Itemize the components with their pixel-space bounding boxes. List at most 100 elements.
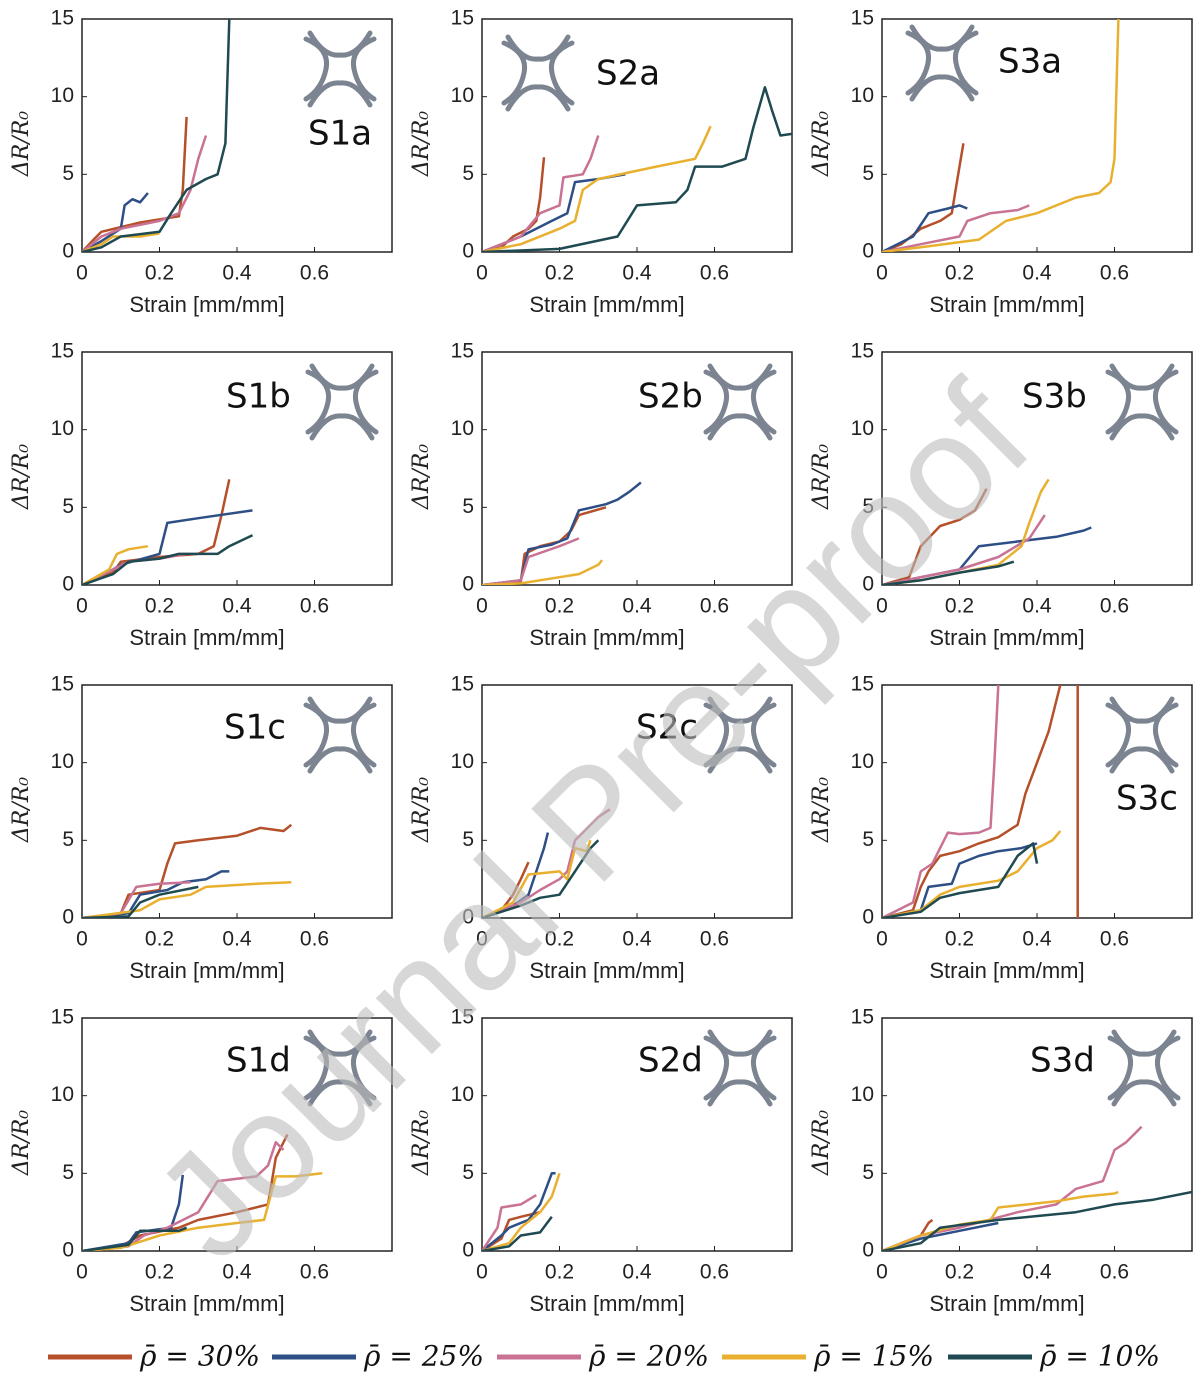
series-line — [82, 192, 149, 252]
x-tick-label: 0 — [76, 595, 88, 618]
y-tick-label: 0 — [62, 573, 74, 596]
y-tick-label: 10 — [851, 750, 874, 773]
series-line — [882, 1125, 1143, 1251]
unit-cell-icon — [303, 1029, 377, 1107]
y-tick-label: 10 — [851, 84, 874, 107]
y-axis-label: ΔR/R₀ — [9, 1110, 34, 1176]
series-line — [882, 830, 1062, 918]
x-axis-label: Strain [mm/mm] — [129, 958, 284, 983]
lines — [482, 1172, 561, 1251]
lines — [482, 808, 611, 918]
strut — [309, 413, 375, 441]
strut — [909, 24, 975, 52]
x-tick-label: 0 — [76, 1261, 88, 1284]
panel: 0 0.2 0.4 0.6 0 5 10 15 Strain [mm/mm] ΔR/R₀ S1a — [9, 7, 393, 317]
y-tick-label: 5 — [462, 1161, 474, 1184]
x-tick-label: 0.6 — [300, 595, 329, 618]
x-tick-label: 0.2 — [145, 595, 174, 618]
x-tick-label: 0.4 — [222, 262, 252, 285]
legend-label: ρ̄ = 15% — [813, 1340, 934, 1373]
series-line — [482, 839, 600, 918]
y-tick-label: 5 — [862, 828, 874, 851]
y-axis-label: ΔR/R₀ — [409, 444, 434, 510]
y-tick-label: 10 — [451, 750, 474, 773]
series-line — [482, 135, 600, 252]
series-line — [882, 842, 1038, 918]
lines — [82, 1133, 323, 1251]
strut — [707, 1079, 773, 1107]
x-tick-label: 0 — [876, 595, 888, 618]
legend: ρ̄ = 30% ρ̄ = 25% ρ̄ = 20% ρ̄ = 15% ρ̄ = 10% — [48, 1340, 1160, 1373]
x-axis-label: Strain [mm/mm] — [529, 958, 684, 983]
lines — [882, 685, 1079, 918]
y-tick-label: 0 — [462, 573, 474, 596]
series-line — [482, 808, 611, 918]
y-tick-label: 0 — [462, 240, 474, 263]
legend-label: ρ̄ = 30% — [139, 1340, 260, 1373]
x-tick-label: 0 — [476, 928, 488, 951]
x-tick-label: 0.6 — [1100, 928, 1129, 951]
strut — [707, 363, 773, 391]
y-tick-label: 15 — [51, 340, 74, 363]
legend-label: ρ̄ = 25% — [363, 1340, 484, 1373]
unit-cell-icon — [303, 30, 377, 108]
panel: 0 0.2 0.4 0.6 0 5 10 15 Strain [mm/mm] ΔR/R₀ S3a — [809, 7, 1193, 317]
panel-title: S1d — [226, 1041, 291, 1081]
unit-cell-icon — [703, 696, 777, 774]
x-axis-label: Strain [mm/mm] — [529, 625, 684, 650]
unit-cell-icon — [703, 363, 777, 441]
strut — [307, 1079, 373, 1107]
x-tick-label: 0.6 — [1100, 1261, 1129, 1284]
series-line — [482, 559, 604, 585]
series-line — [482, 86, 792, 252]
x-tick-label: 0.2 — [945, 1261, 974, 1284]
series-line — [882, 488, 988, 585]
x-axis-label: Strain [mm/mm] — [929, 1291, 1084, 1316]
x-axis-label: Strain [mm/mm] — [129, 1291, 284, 1316]
x-tick-label: 0.2 — [545, 1261, 574, 1284]
strut — [307, 30, 373, 58]
y-tick-label: 10 — [51, 750, 74, 773]
y-tick-label: 5 — [62, 828, 74, 851]
strut — [505, 84, 571, 112]
x-tick-label: 0.4 — [222, 1261, 252, 1284]
y-tick-label: 15 — [851, 340, 874, 363]
strut — [909, 74, 975, 102]
strut — [307, 746, 373, 774]
series-line — [82, 823, 293, 918]
strut — [1109, 696, 1175, 724]
x-tick-label: 0.6 — [1100, 595, 1129, 618]
y-tick-label: 15 — [451, 340, 474, 363]
x-tick-label: 0 — [476, 595, 488, 618]
panel-title: S3c — [1116, 779, 1178, 819]
y-tick-label: 10 — [451, 84, 474, 107]
legend-label: ρ̄ = 20% — [588, 1340, 709, 1373]
y-axis-label: ΔR/R₀ — [9, 111, 34, 177]
y-tick-label: 5 — [62, 495, 74, 518]
y-tick-label: 5 — [862, 1161, 874, 1184]
unit-cell-icon — [305, 363, 379, 441]
y-tick-label: 5 — [462, 162, 474, 185]
series-line — [882, 204, 1030, 252]
y-tick-label: 10 — [51, 84, 74, 107]
series-line — [82, 881, 292, 918]
strut — [707, 696, 773, 724]
series-line — [482, 1172, 556, 1251]
legend-label: ρ̄ = 10% — [1039, 1340, 1160, 1373]
x-tick-label: 0.6 — [1100, 262, 1129, 285]
y-tick-label: 0 — [862, 573, 874, 596]
series-line — [82, 232, 160, 252]
x-tick-label: 0 — [76, 928, 88, 951]
series-line — [482, 1172, 561, 1251]
x-tick-label: 0 — [876, 1261, 888, 1284]
series-line — [882, 1190, 1192, 1251]
series-line — [82, 19, 231, 252]
lines — [482, 481, 642, 585]
panel: 0 0.2 0.4 0.6 0 5 10 15 Strain [mm/mm] ΔR/R₀ S2d — [409, 1006, 793, 1316]
strut — [307, 696, 373, 724]
x-axis-label: Strain [mm/mm] — [929, 625, 1084, 650]
unit-cell-icon — [303, 696, 377, 774]
lines — [882, 478, 1092, 585]
series-line — [482, 1194, 537, 1251]
